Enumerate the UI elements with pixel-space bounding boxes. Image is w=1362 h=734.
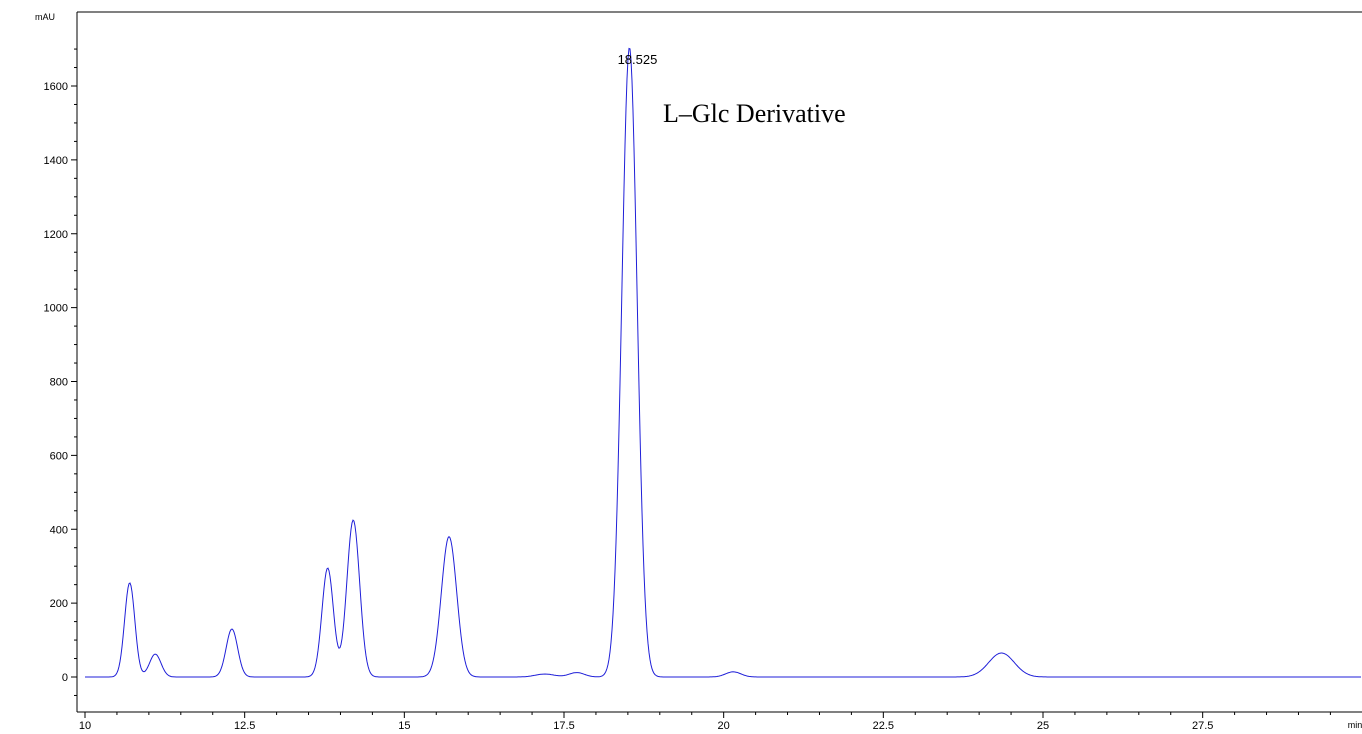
- x-tick-label: 27.5: [1192, 720, 1213, 732]
- peak-retention-label: 18.525: [618, 52, 658, 67]
- x-axis-unit-label: min: [1348, 720, 1362, 730]
- y-tick-label: 400: [50, 524, 68, 536]
- x-tick-label: 10: [79, 720, 91, 732]
- x-tick-label: 22.5: [873, 720, 894, 732]
- chromatogram-trace: [85, 47, 1361, 678]
- x-tick-label: 17.5: [553, 720, 574, 732]
- x-axis: 10 12.5 15 17.5 20 22.5 25 27.5: [79, 712, 1331, 732]
- plot-frame: [76, 11, 1362, 713]
- y-tick-label: 600: [50, 450, 68, 462]
- y-tick-label: 1600: [44, 81, 68, 93]
- x-tick-label: 25: [1037, 720, 1049, 732]
- compound-annotation: L–Glc Derivative: [663, 99, 846, 128]
- y-tick-label: 200: [50, 598, 68, 610]
- y-tick-label: 0: [62, 672, 68, 684]
- x-tick-label: 20: [718, 720, 730, 732]
- x-tick-label: 12.5: [234, 720, 255, 732]
- y-axis: 0 200 400 600 800 1000 1200 1400 1600: [44, 48, 77, 696]
- y-tick-label: 1200: [44, 229, 68, 241]
- x-tick-label: 15: [398, 720, 410, 732]
- y-tick-label: 800: [50, 377, 68, 389]
- y-axis-unit-label: mAU: [35, 12, 55, 22]
- y-tick-label: 1400: [44, 155, 68, 167]
- y-tick-label: 1000: [44, 303, 68, 315]
